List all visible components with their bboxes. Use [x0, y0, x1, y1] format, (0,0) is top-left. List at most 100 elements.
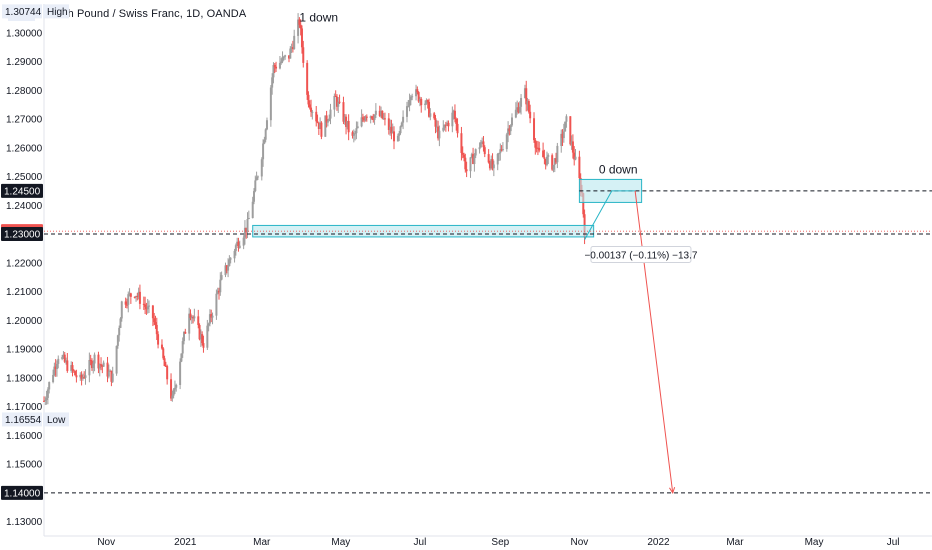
candle-body-197	[399, 126, 402, 134]
candle-body-233	[464, 157, 467, 170]
x-tick-label-2: Mar	[253, 537, 271, 548]
candle-body-31	[98, 364, 101, 369]
candle-body-73	[173, 387, 176, 390]
candle-body-75	[179, 361, 182, 385]
candle-body-128	[273, 65, 276, 67]
candle-body-289	[565, 116, 568, 122]
candle-body-290	[569, 116, 572, 145]
high-marker-value: 1.30744	[5, 7, 42, 18]
candle-body-231	[461, 152, 464, 155]
candle-body-36	[107, 371, 110, 377]
candle-body-70	[170, 379, 173, 399]
x-tick-label-7: 2022	[647, 537, 670, 548]
low-marker-value: 1.16554	[5, 415, 42, 426]
candle-body-21	[80, 374, 83, 379]
candle-body-125	[269, 87, 272, 121]
candle-body-170	[351, 132, 354, 136]
candle-body-187	[381, 110, 384, 119]
candle-body-62	[154, 322, 157, 325]
candle-body-126	[271, 77, 274, 88]
candle-body-236	[470, 154, 473, 158]
candle-body-196	[398, 133, 401, 136]
price-badge-box-3	[1, 485, 43, 500]
x-tick-label-9: May	[805, 537, 824, 548]
candle-body-144	[302, 47, 305, 63]
candle-body-258	[509, 125, 512, 132]
candle-body-2	[45, 397, 48, 400]
candle-body-81	[189, 313, 192, 319]
path-line	[584, 190, 636, 241]
candle-body-116	[253, 191, 256, 202]
candle-body-68	[164, 365, 167, 367]
candle-body-149	[311, 111, 314, 113]
candle-body-83	[192, 317, 195, 319]
candle-body-240	[478, 147, 481, 150]
low-marker-label: Low	[47, 415, 66, 426]
candle-body-201	[407, 105, 410, 107]
candle-body-3	[46, 389, 49, 398]
candle-body-45	[124, 301, 127, 305]
candle-body-235	[469, 157, 472, 172]
candle-body-229	[456, 123, 459, 134]
measure-label-text: −0.00137 (−0.11%) −13.7	[584, 250, 697, 261]
candle-body-287	[562, 131, 565, 139]
y-tick-label-9: 1.20000	[6, 316, 43, 327]
candle-body-155	[324, 115, 327, 137]
projection-line	[634, 190, 674, 493]
candle-body-165	[342, 102, 345, 122]
y-tick-label-11: 1.18000	[6, 373, 43, 384]
candle-body-227	[453, 110, 456, 119]
candle-body-238	[473, 155, 476, 164]
candle-body-59	[148, 305, 151, 307]
candle-body-278	[545, 156, 548, 165]
candle-body-69	[166, 366, 169, 380]
candle-body-39	[111, 373, 114, 382]
candle-body-266	[525, 88, 528, 105]
candle-body-88	[201, 334, 204, 344]
candle-body-224	[447, 122, 450, 127]
candle-body-96	[216, 290, 219, 294]
candle-body-91	[207, 323, 210, 326]
candle-body-159	[329, 109, 332, 119]
candle-body-190	[387, 118, 390, 130]
candle-body-100	[224, 265, 227, 276]
candle-body-255	[505, 134, 508, 150]
candle-body-177	[363, 118, 366, 121]
y-tick-label-1: 1.29000	[6, 57, 43, 68]
candle-body-138	[291, 47, 294, 50]
candle-body-271	[534, 140, 537, 148]
candle-body-27	[90, 360, 93, 369]
candle-body-181	[370, 116, 373, 119]
price-badge-box-2	[1, 227, 43, 242]
candle-body-253	[500, 149, 503, 151]
candle-body-262	[517, 107, 520, 113]
candle-body-133	[282, 56, 285, 58]
low-marker-value-box	[2, 412, 42, 427]
candle-body-217	[435, 126, 438, 128]
x-tick-label-10: Jul	[887, 537, 900, 548]
y-tick-label-13: 1.16000	[6, 431, 43, 442]
candle-body-292	[571, 141, 574, 153]
candle-body-29	[93, 354, 96, 364]
candle-body-279	[547, 155, 550, 157]
candle-body-22	[81, 377, 84, 379]
candle-body-47	[127, 294, 130, 305]
chart-title: British Pound / Swiss Franc, 1D, OANDA	[42, 8, 247, 20]
price-badge-0: 1.24500	[4, 186, 41, 197]
candle-body-142	[299, 24, 302, 29]
candle-body-183	[373, 114, 376, 120]
candle-body-226	[452, 110, 455, 113]
candle-body-185	[378, 110, 381, 116]
candle-body-77	[181, 341, 184, 354]
candle-body-43	[119, 318, 122, 328]
candle-body-284	[556, 145, 559, 163]
candle-body-112	[245, 227, 248, 233]
x-tick-label-0: Nov	[97, 537, 115, 548]
candle-body-84	[193, 316, 196, 319]
candle-body-66	[162, 348, 165, 359]
candle-body-256	[507, 128, 510, 135]
candle-body-4	[48, 382, 51, 390]
candle-body-16	[71, 365, 74, 371]
x-tick-label-8: Mar	[726, 537, 744, 548]
